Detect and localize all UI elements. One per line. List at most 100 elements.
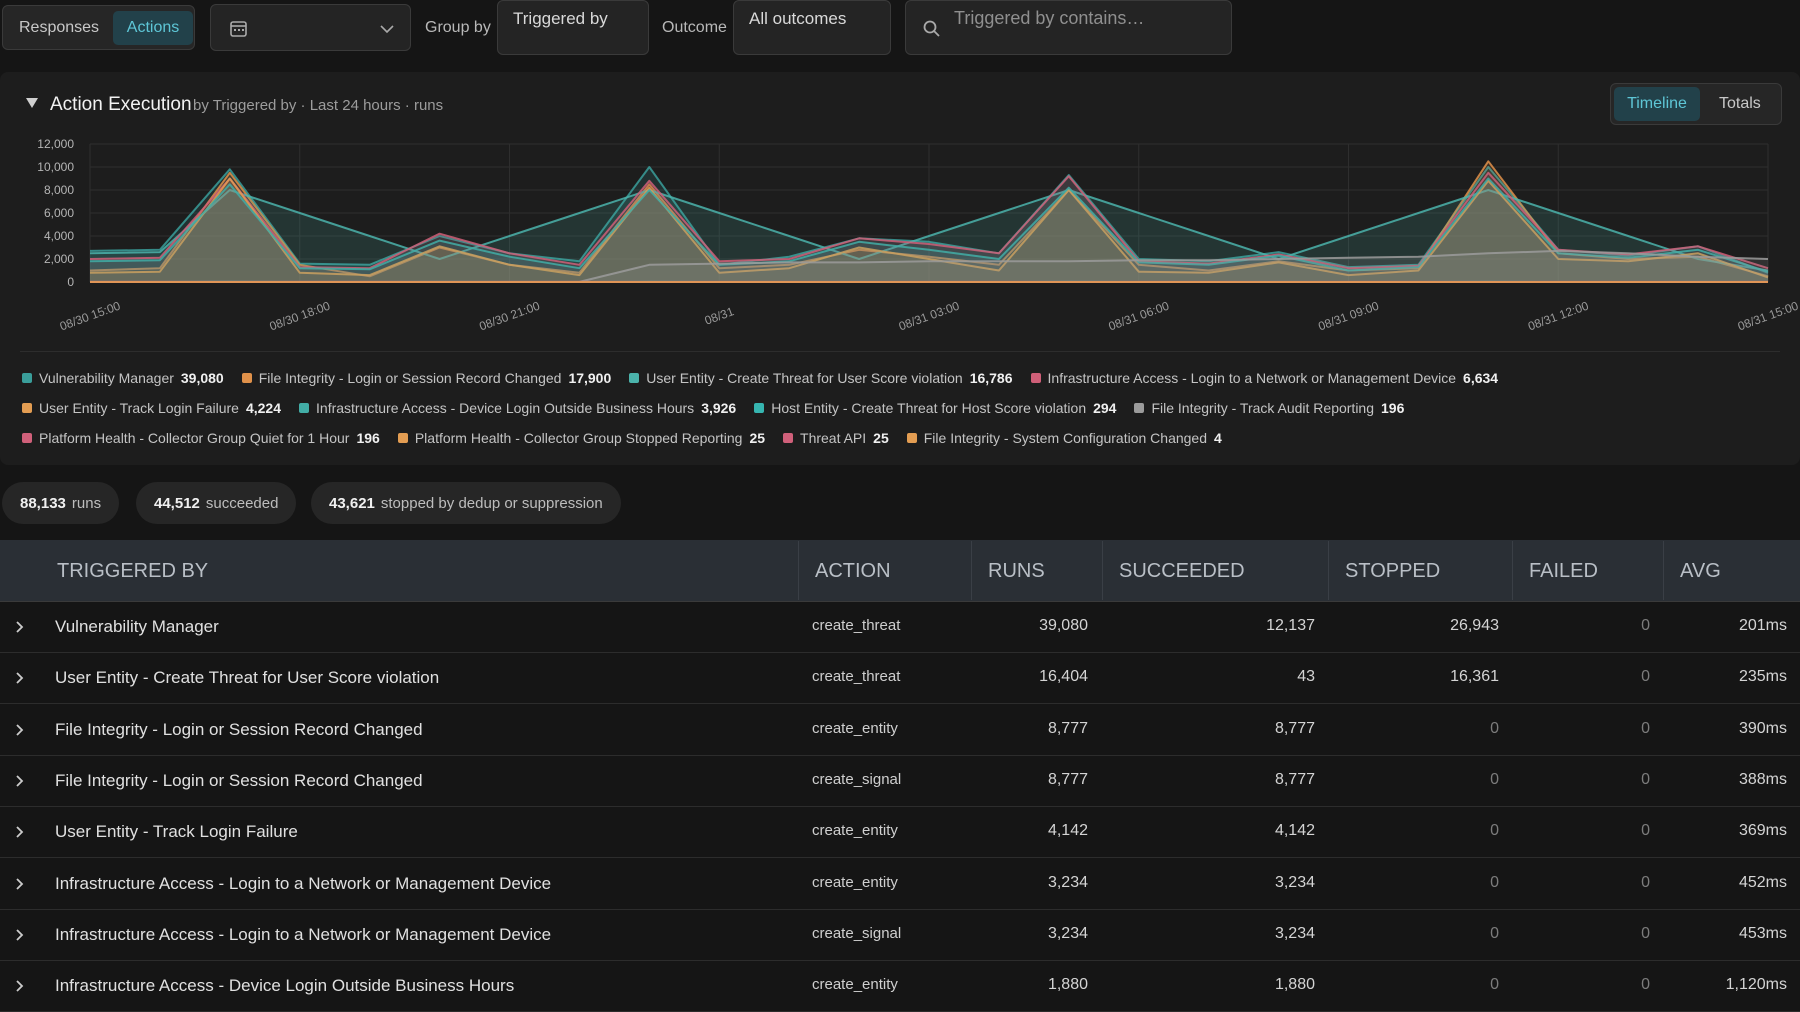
tab-totals[interactable]: Totals xyxy=(1719,95,1761,112)
chart-panel: Action Execution by Triggered by · Last … xyxy=(0,72,1800,465)
legend-total: 17,900 xyxy=(568,370,612,386)
table-row: User Entity - Create Threat for User Sco… xyxy=(0,652,1800,705)
chevron-icon xyxy=(16,775,24,787)
search-box[interactable]: Triggered by contains… xyxy=(905,0,1232,55)
legend-item: Infrastructure Access - Login to a Netwo… xyxy=(1030,370,1499,386)
summary-label: stopped by dedup or suppression xyxy=(380,494,603,512)
number-cell: 0 xyxy=(1490,873,1499,891)
tab-responses[interactable]: Responses xyxy=(19,19,100,36)
summary-value: 44,512 xyxy=(154,494,200,512)
number-cell: 0 xyxy=(1641,873,1650,891)
number-cell: 0 xyxy=(1490,924,1499,942)
number-cell: 0 xyxy=(1641,668,1650,686)
column-header: ACTION xyxy=(815,560,891,582)
legend-item: Platform Health - Collector Group Stoppe… xyxy=(397,430,766,446)
legend-label: User Entity - Track Login Failure xyxy=(39,400,239,416)
legend-total: 16,786 xyxy=(969,370,1013,386)
table-row: Vulnerability Manager create_threat 39,080… xyxy=(0,601,1800,653)
number-cell: 16,361 xyxy=(1450,668,1499,686)
chevron-icon xyxy=(16,980,24,992)
panel-title: Action Execution xyxy=(50,94,192,115)
outcome-select[interactable]: All outcomes xyxy=(733,0,891,55)
trigger-cell: Infrastructure Access - Device Login Out… xyxy=(55,976,515,996)
number-cell: 235ms xyxy=(1738,668,1787,686)
table-row: File Integrity - Login or Session Record… xyxy=(0,704,1800,756)
collapse-icon[interactable] xyxy=(25,96,39,110)
x-tick-label: 08/31 09:00 xyxy=(1316,298,1381,333)
summary-pill: 44,512 succeeded xyxy=(136,482,297,524)
legend-total: 4 xyxy=(1214,430,1222,446)
legend-total: 294 xyxy=(1093,400,1117,416)
number-cell: 0 xyxy=(1490,770,1499,788)
number-cell: 8,777 xyxy=(1274,770,1315,788)
legend-item: User Entity - Create Threat for User Sco… xyxy=(629,370,1013,386)
x-tick-label: 08/31 15:00 xyxy=(1736,298,1800,333)
legend-item: Vulnerability Manager 39,080 xyxy=(22,370,224,386)
legend-swatch xyxy=(241,373,252,383)
area-line xyxy=(89,171,1769,270)
legend-swatch xyxy=(397,433,408,443)
number-cell: 8,777 xyxy=(1047,770,1088,788)
column-divider xyxy=(1663,541,1664,600)
panel-subtitle: by Triggered by · Last 24 hours · runs xyxy=(193,97,444,114)
number-cell: 3,234 xyxy=(1047,924,1088,942)
expand-chevron[interactable] xyxy=(12,927,28,943)
view-tabs: Timeline Totals xyxy=(1610,83,1782,125)
chevron-icon xyxy=(16,877,24,890)
group-by-select[interactable]: Triggered by xyxy=(497,0,649,55)
trigger-cell: User Entity - Create Threat for User Sco… xyxy=(55,668,440,688)
x-tick-label: 08/31 12:00 xyxy=(1526,298,1591,333)
chevron-icon xyxy=(16,723,24,736)
expand-chevron[interactable] xyxy=(12,978,28,994)
legend-total: 196 xyxy=(356,430,380,446)
calendar-icon xyxy=(230,21,247,37)
number-cell: 0 xyxy=(1641,822,1650,840)
trigger-cell: File Integrity - Login or Session Record… xyxy=(55,770,423,790)
expand-chevron[interactable] xyxy=(12,824,28,840)
expand-chevron[interactable] xyxy=(12,773,28,789)
column-header: STOPPED xyxy=(1345,560,1441,582)
chevron xyxy=(380,25,394,34)
expand-chevron[interactable] xyxy=(12,619,28,635)
action-cell: create_signal xyxy=(812,770,902,788)
legend-item: File Integrity - Login or Session Record… xyxy=(241,370,612,386)
legend-swatch xyxy=(1030,373,1041,383)
expand-chevron[interactable] xyxy=(12,876,28,892)
number-cell: 3,234 xyxy=(1274,873,1315,891)
summary-value: 88,133 xyxy=(20,494,66,512)
trigger-cell: Infrastructure Access - Login to a Netwo… xyxy=(55,873,552,893)
number-cell: 390ms xyxy=(1738,719,1787,737)
expand-chevron[interactable] xyxy=(12,722,28,738)
number-cell: 0 xyxy=(1641,924,1650,942)
legend-item: Threat API 25 xyxy=(783,430,889,446)
summary-pill: 43,621 stopped by dedup or suppression xyxy=(311,482,621,524)
action-cell: create_entity xyxy=(812,822,898,840)
expand-chevron[interactable] xyxy=(12,670,28,686)
legend-item: Host Entity - Create Threat for Host Sco… xyxy=(754,400,1116,416)
number-cell: 0 xyxy=(1490,976,1499,994)
column-header: RUNS xyxy=(988,560,1045,582)
action-cell: create_threat xyxy=(812,668,901,686)
x-tick-label: 08/31 03:00 xyxy=(897,298,962,333)
number-cell: 4,142 xyxy=(1274,822,1315,840)
tab-timeline[interactable]: Timeline xyxy=(1614,87,1700,121)
number-cell: 8,777 xyxy=(1274,719,1315,737)
x-tick-label: 08/30 15:00 xyxy=(58,298,123,333)
legend-item: File Integrity - Track Audit Reporting 19… xyxy=(1134,400,1404,416)
divider xyxy=(20,351,1780,352)
number-cell: 43 xyxy=(1297,668,1315,686)
tab-actions[interactable]: Actions xyxy=(113,11,193,45)
legend-item: Platform Health - Collector Group Quiet … xyxy=(22,430,380,446)
summary-label: runs xyxy=(71,494,102,512)
area-line xyxy=(89,160,1769,278)
legend-total: 25 xyxy=(749,430,766,446)
number-cell: 201ms xyxy=(1738,617,1787,634)
legend-total: 6,634 xyxy=(1463,370,1499,386)
legend-item: Infrastructure Access - Device Login Out… xyxy=(299,400,736,416)
legend-label: File Integrity - System Configuration Ch… xyxy=(923,430,1207,446)
date-picker[interactable] xyxy=(210,4,411,51)
number-cell: 1,120ms xyxy=(1725,976,1787,994)
legend-label: File Integrity - Login or Session Record… xyxy=(258,370,562,386)
x-tick-label: 08/31 xyxy=(703,304,736,328)
